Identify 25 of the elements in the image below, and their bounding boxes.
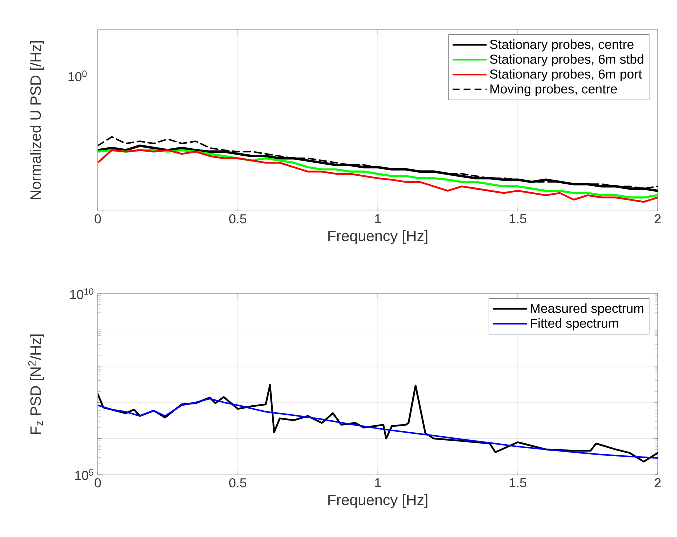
x-axis-title: Frequency [Hz] xyxy=(328,494,428,508)
y-tick-label: 10$^{5}$ xyxy=(76,470,94,480)
y-tick-label: 10$^{10}$ xyxy=(70,288,94,300)
x-tick-label: 0 xyxy=(94,478,102,488)
x-tick-label: 0.5 xyxy=(230,478,246,488)
legend-label: Fitted spectrum xyxy=(531,318,618,331)
x-tick-label: 1 xyxy=(375,214,381,224)
x-tick-label: 1 xyxy=(375,478,381,488)
x-tick-label: 0.5 xyxy=(230,214,246,224)
y-axis-title: Normalized U PSD [/Hz] xyxy=(30,41,44,200)
x-tick-label: 1.5 xyxy=(510,214,526,224)
x-axis-title: Frequency [Hz] xyxy=(328,230,428,244)
x-tick-label: 1.5 xyxy=(510,478,526,488)
legend-label: Stationary probes, 6m stbd xyxy=(490,54,644,67)
y-axis-title: F$_{z}$ PSD [N$^{2}$/Hz] xyxy=(28,334,44,434)
text: 10$^{0}$ xyxy=(68,70,87,82)
legend-label: Stationary probes, 6m port xyxy=(490,69,642,82)
legend-label: Moving probes, centre xyxy=(490,84,618,96)
legend-label: Stationary probes, centre xyxy=(490,40,634,52)
line-series xyxy=(98,398,658,459)
x-tick-label: 2 xyxy=(655,478,661,488)
x-tick-label: 0 xyxy=(94,214,102,224)
line-series xyxy=(98,384,658,463)
x-tick-label: 2 xyxy=(655,214,661,224)
legend-label: Measured spectrum xyxy=(531,304,644,316)
